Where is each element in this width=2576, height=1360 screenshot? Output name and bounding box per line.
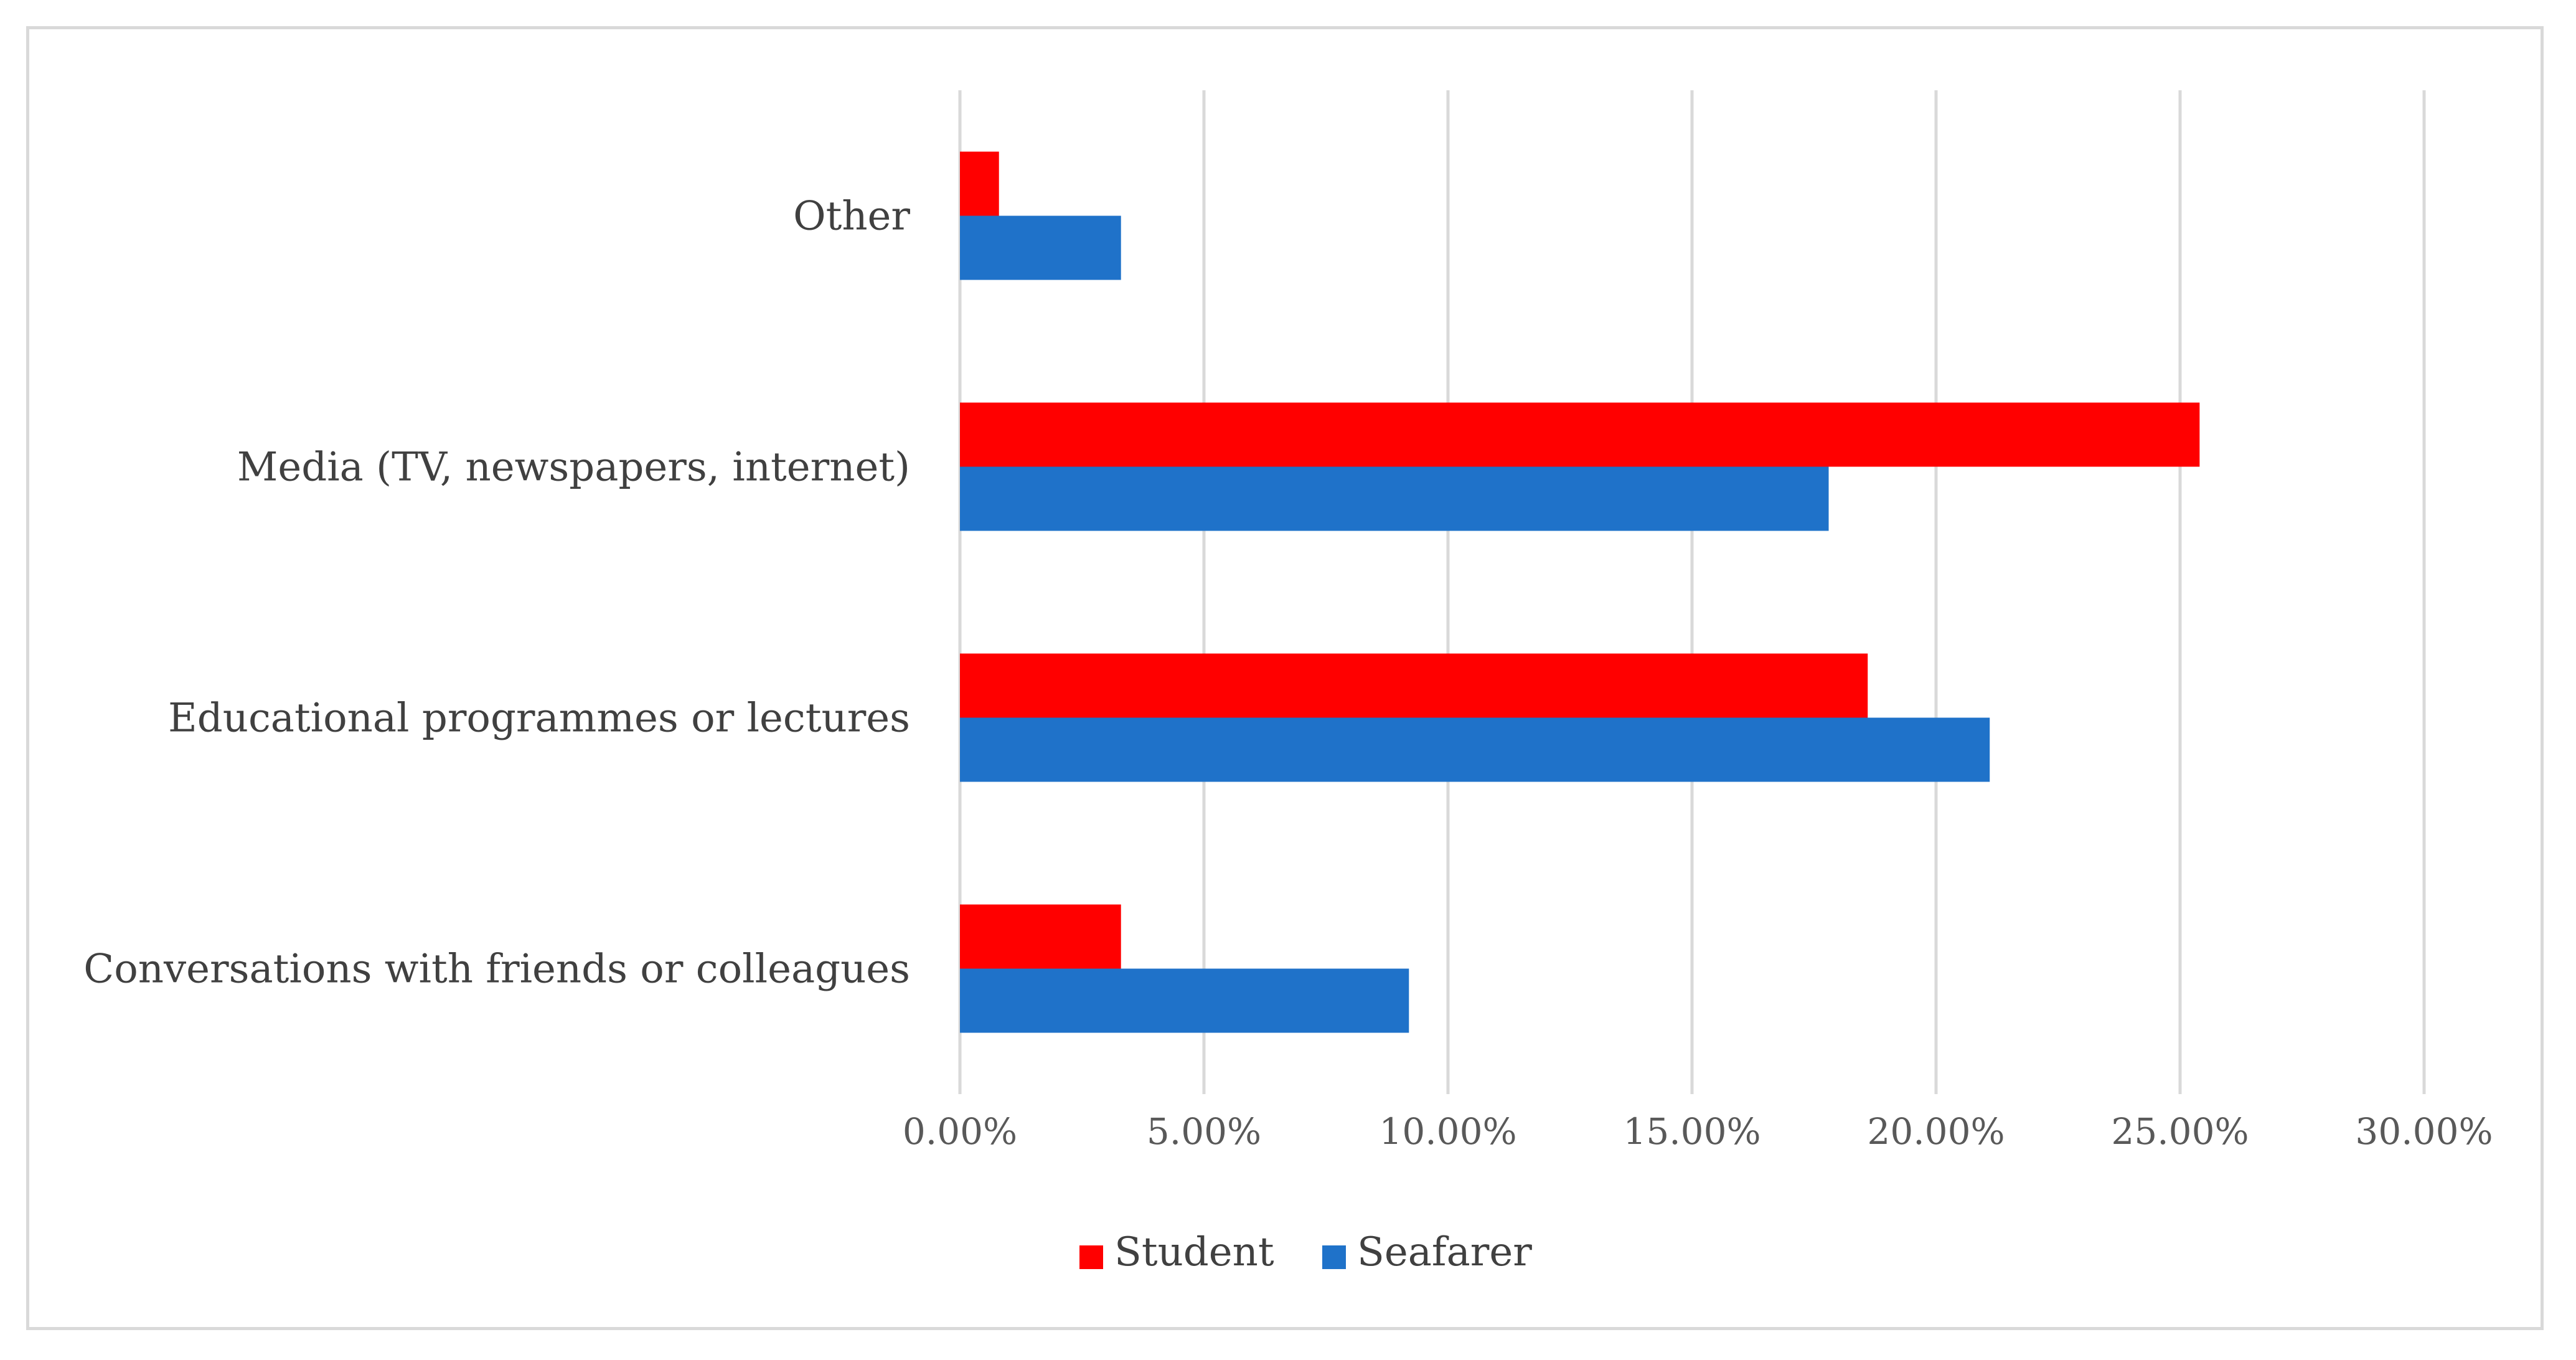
bar-seafarer [960, 968, 1409, 1033]
x-axis-ticks: 0.00% 5.00% 10.00% 15.00% 20.00% 25.00% 30.00% [903, 1110, 2493, 1153]
category-label: Media (TV, newspapers, internet) [237, 445, 910, 491]
category-labels: Conversations with friends or colleagues… [83, 194, 910, 993]
x-tick-label: 25.00% [2111, 1110, 2249, 1153]
bar-student [960, 151, 999, 216]
legend-swatch-seafarer [1322, 1245, 1346, 1269]
bar-student [960, 402, 2200, 467]
bar-seafarer [960, 215, 1121, 280]
category-label: Educational programmes or lectures [168, 696, 910, 742]
bar-seafarer [960, 717, 1990, 782]
legend: Student Seafarer [1079, 1229, 1532, 1275]
bar-chart: Conversations with friends or colleagues… [83, 90, 2493, 1275]
x-tick-label: 5.00% [1147, 1110, 1261, 1153]
x-tick-label: 0.00% [903, 1110, 1017, 1153]
category-label: Conversations with friends or colleagues [83, 947, 910, 993]
bars [960, 151, 2200, 1033]
bar-seafarer [960, 466, 1829, 531]
chart-frame: Conversations with friends or colleagues… [26, 26, 2544, 1330]
x-tick-label: 20.00% [1867, 1110, 2005, 1153]
x-tick-label: 15.00% [1623, 1110, 1760, 1153]
category-label: Other [793, 194, 910, 240]
bar-student [960, 653, 1868, 718]
bar-student [960, 904, 1121, 969]
legend-label-student: Student [1114, 1229, 1274, 1275]
x-tick-label: 10.00% [1379, 1110, 1516, 1153]
gridlines [958, 90, 2426, 1094]
legend-swatch-student [1079, 1245, 1103, 1269]
legend-label-seafarer: Seafarer [1357, 1229, 1532, 1275]
x-tick-label: 30.00% [2355, 1110, 2493, 1153]
